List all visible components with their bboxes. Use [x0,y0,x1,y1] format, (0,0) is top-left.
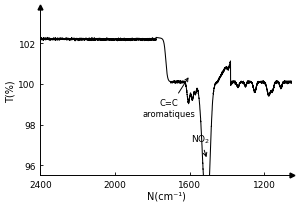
Y-axis label: T(%): T(%) [6,80,16,103]
Text: NO$_2$: NO$_2$ [191,133,210,157]
X-axis label: N(cm⁻¹): N(cm⁻¹) [147,191,186,200]
Text: C=C
aromatiques: C=C aromatiques [142,79,196,118]
